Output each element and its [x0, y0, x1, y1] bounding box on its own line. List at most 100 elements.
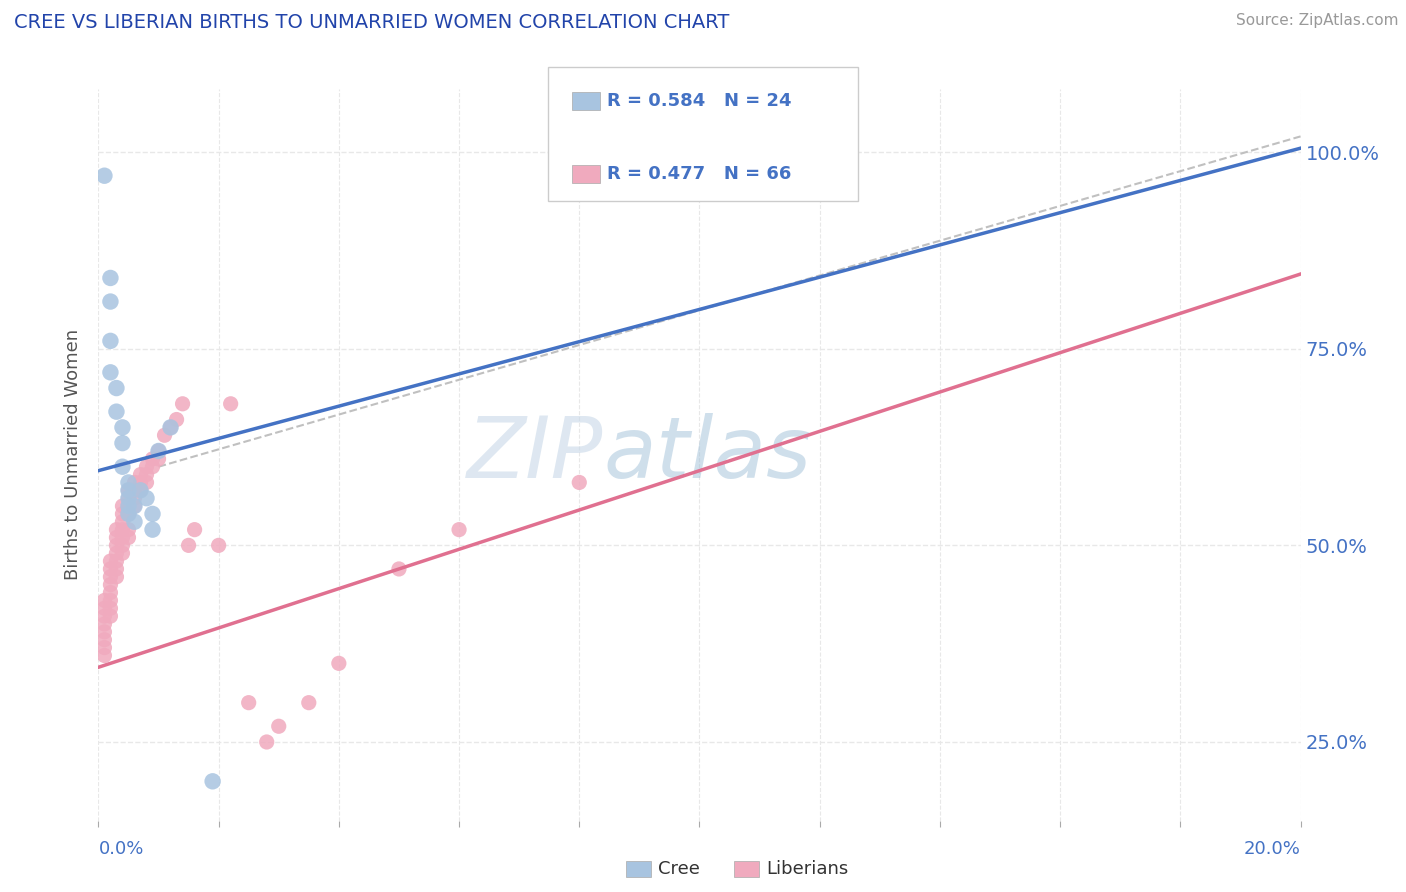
Point [100, 601, 122, 615]
Point [100, 562, 122, 576]
Point [135, 491, 157, 505]
Point [93, 609, 115, 624]
Point [111, 507, 134, 521]
Point [159, 420, 181, 434]
Point [298, 696, 321, 710]
Point [93, 593, 115, 607]
Point [117, 499, 139, 513]
Point [568, 475, 591, 490]
Point [135, 459, 157, 474]
Text: Cree: Cree [658, 860, 700, 878]
Point [100, 585, 122, 599]
Point [100, 570, 122, 584]
Point [105, 531, 128, 545]
Point [105, 523, 128, 537]
Point [117, 499, 139, 513]
Point [100, 334, 122, 348]
Point [159, 420, 181, 434]
Point [117, 507, 139, 521]
Point [129, 483, 152, 498]
Text: 20.0%: 20.0% [1244, 840, 1301, 858]
Y-axis label: Births to Unmarried Women: Births to Unmarried Women [65, 329, 83, 581]
Point [148, 444, 170, 458]
Point [93, 617, 115, 632]
Point [117, 531, 139, 545]
Text: R = 0.477   N = 66: R = 0.477 N = 66 [607, 165, 792, 183]
Text: 0.0%: 0.0% [98, 840, 143, 858]
Point [117, 491, 139, 505]
Point [111, 515, 134, 529]
Point [124, 491, 146, 505]
Point [93, 640, 115, 655]
Point [201, 774, 224, 789]
Point [105, 554, 128, 568]
Point [111, 436, 134, 450]
Point [117, 523, 139, 537]
Point [105, 562, 128, 576]
Point [93, 624, 115, 639]
Point [105, 538, 128, 552]
Text: atlas: atlas [603, 413, 811, 497]
Point [177, 538, 200, 552]
Point [135, 475, 157, 490]
Point [124, 499, 146, 513]
Point [93, 648, 115, 663]
Point [100, 577, 122, 591]
Point [124, 475, 146, 490]
Point [100, 593, 122, 607]
Point [124, 515, 146, 529]
Point [105, 546, 128, 560]
Point [117, 491, 139, 505]
Point [328, 657, 350, 671]
Point [100, 554, 122, 568]
Point [111, 499, 134, 513]
Point [111, 523, 134, 537]
Point [124, 499, 146, 513]
Point [111, 538, 134, 552]
Point [129, 483, 152, 498]
Point [100, 271, 122, 285]
Point [219, 397, 242, 411]
Point [117, 483, 139, 498]
Text: Liberians: Liberians [766, 860, 848, 878]
Point [100, 294, 122, 309]
Point [100, 365, 122, 379]
Text: CREE VS LIBERIAN BIRTHS TO UNMARRIED WOMEN CORRELATION CHART: CREE VS LIBERIAN BIRTHS TO UNMARRIED WOM… [14, 13, 730, 32]
Point [100, 609, 122, 624]
Point [141, 451, 163, 466]
Point [238, 696, 260, 710]
Point [388, 562, 411, 576]
Point [117, 483, 139, 498]
Point [105, 570, 128, 584]
Point [148, 451, 170, 466]
Point [135, 467, 157, 482]
Point [105, 381, 128, 395]
Point [141, 507, 163, 521]
Point [93, 601, 115, 615]
Point [267, 719, 290, 733]
Point [148, 444, 170, 458]
Text: Source: ZipAtlas.com: Source: ZipAtlas.com [1236, 13, 1399, 29]
Point [117, 507, 139, 521]
Point [111, 459, 134, 474]
Text: R = 0.584   N = 24: R = 0.584 N = 24 [607, 92, 792, 110]
Point [111, 420, 134, 434]
Point [111, 531, 134, 545]
Point [153, 428, 176, 442]
Point [141, 459, 163, 474]
Point [183, 523, 205, 537]
Text: ZIP: ZIP [467, 413, 603, 497]
Point [105, 405, 128, 419]
Point [129, 467, 152, 482]
Point [111, 546, 134, 560]
Point [447, 523, 470, 537]
Point [166, 412, 188, 426]
Point [129, 475, 152, 490]
Point [208, 538, 231, 552]
Point [124, 483, 146, 498]
Point [93, 632, 115, 647]
Point [256, 735, 278, 749]
Point [141, 523, 163, 537]
Point [93, 169, 115, 183]
Point [172, 397, 194, 411]
